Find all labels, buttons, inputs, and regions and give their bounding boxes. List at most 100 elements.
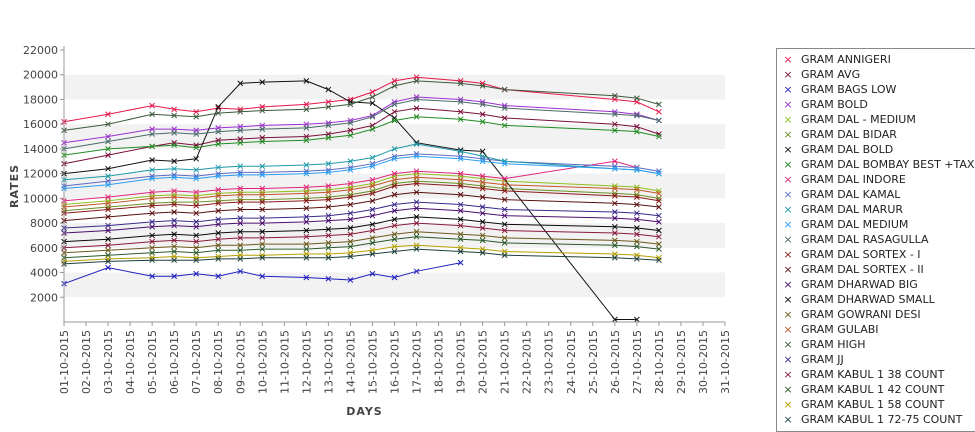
data-point-marker [611, 111, 618, 118]
legend: × GRAM ANNIGERI × GRAM AVG × GRAM BAGS LOW × GR… [776, 48, 975, 432]
data-point-marker [171, 199, 178, 205]
data-point-marker [634, 95, 640, 102]
data-point-marker [149, 111, 155, 118]
grid-band [64, 223, 725, 248]
data-point-marker [501, 252, 508, 259]
data-point-marker [347, 194, 354, 200]
x-tick-label: 17-10-2015 [411, 330, 424, 394]
data-point-marker [237, 185, 244, 192]
data-point-marker [193, 195, 200, 202]
legend-marker-icon: × [783, 383, 793, 396]
data-point-marker [501, 86, 508, 93]
data-point-marker [369, 183, 376, 189]
legend-label: GRAM DAL KAMAL [801, 188, 901, 201]
data-point-marker [413, 199, 420, 205]
y-axis-title: RATES [8, 164, 21, 208]
data-point-marker [149, 238, 155, 245]
x-tick-label: 07-10-2015 [190, 330, 203, 394]
data-point-marker [457, 155, 464, 162]
data-point-marker [347, 132, 354, 139]
x-tick-label: 24-10-2015 [565, 330, 578, 394]
data-point-marker [105, 111, 111, 118]
legend-label: GRAM DHARWAD BIG [801, 278, 918, 291]
data-point-marker [303, 137, 310, 144]
y-tick-label: 12000 [23, 168, 58, 181]
legend-marker-icon: × [783, 233, 793, 246]
data-point-marker [303, 197, 310, 204]
series-group [61, 242, 662, 265]
data-point-marker [479, 153, 486, 160]
data-point-marker [611, 183, 618, 189]
legend-marker-icon: × [783, 293, 793, 306]
data-point-marker [457, 231, 464, 238]
data-point-marker [303, 184, 310, 191]
data-point-marker [105, 200, 111, 207]
data-point-marker [105, 214, 111, 220]
data-point-marker [656, 212, 662, 219]
data-point-marker [656, 108, 662, 115]
data-point-marker [105, 264, 111, 271]
data-point-marker [479, 148, 486, 155]
data-point-marker [347, 216, 354, 223]
data-point-marker [479, 83, 486, 89]
data-point-marker [457, 99, 464, 105]
x-tick-label: 29-10-2015 [675, 330, 688, 394]
data-point-marker [369, 240, 376, 246]
data-point-marker [479, 99, 486, 105]
data-point-marker [634, 194, 640, 200]
data-point-marker [413, 141, 420, 147]
data-point-marker [171, 194, 178, 200]
data-point-marker [303, 227, 310, 234]
data-point-marker [259, 199, 266, 205]
data-point-marker [105, 181, 111, 188]
data-point-marker [501, 181, 508, 188]
data-point-marker [149, 131, 155, 137]
data-point-marker [303, 241, 310, 247]
data-point-marker [105, 152, 111, 158]
legend-item: × GRAM DAL SORTEX - II [777, 262, 975, 277]
legend-marker-icon: × [783, 203, 793, 216]
data-point-marker [325, 226, 332, 233]
data-point-marker [611, 242, 618, 249]
data-point-marker [259, 241, 266, 247]
data-point-marker [259, 252, 266, 259]
x-tick-label: 31-10-2015 [719, 330, 732, 394]
series-group [61, 233, 662, 261]
data-point-marker [479, 225, 486, 231]
series-line [63, 180, 659, 212]
legend-item: × GRAM DHARWAD BIG [777, 277, 975, 292]
data-point-marker [457, 201, 464, 208]
data-point-marker [149, 200, 155, 207]
data-point-marker [215, 273, 222, 280]
data-point-marker [501, 160, 508, 167]
data-point-marker [237, 206, 244, 213]
data-point-marker [391, 183, 398, 189]
data-point-marker [391, 115, 398, 121]
data-point-marker [369, 190, 376, 197]
series-line [63, 216, 659, 243]
data-point-marker [413, 214, 420, 220]
data-point-marker [215, 104, 222, 110]
data-point-marker [501, 227, 508, 234]
data-point-marker [237, 80, 244, 87]
legend-label: GRAM DAL MEDIUM [801, 218, 909, 231]
data-point-marker [259, 79, 266, 85]
legend-item: × GRAM DAL RASAGULLA [777, 232, 975, 247]
data-point-marker [634, 128, 640, 135]
legend-marker-icon: × [783, 398, 793, 411]
data-point-marker [105, 242, 111, 249]
data-point-marker [303, 219, 310, 225]
legend-item: × GRAM GULABI [777, 322, 975, 337]
data-point-marker [171, 172, 178, 178]
data-point-marker [215, 247, 222, 254]
data-point-marker [413, 168, 420, 175]
data-point-marker [656, 233, 662, 240]
data-point-marker [391, 155, 398, 162]
x-tick-label: 10-10-2015 [256, 330, 269, 394]
data-point-marker [501, 240, 508, 246]
data-point-marker [391, 176, 398, 183]
data-point-marker [171, 237, 178, 244]
legend-marker-icon: × [783, 338, 793, 351]
legend-label: GRAM ANNIGERI [801, 53, 891, 66]
legend-label: GRAM DAL BIDAR [801, 128, 897, 141]
